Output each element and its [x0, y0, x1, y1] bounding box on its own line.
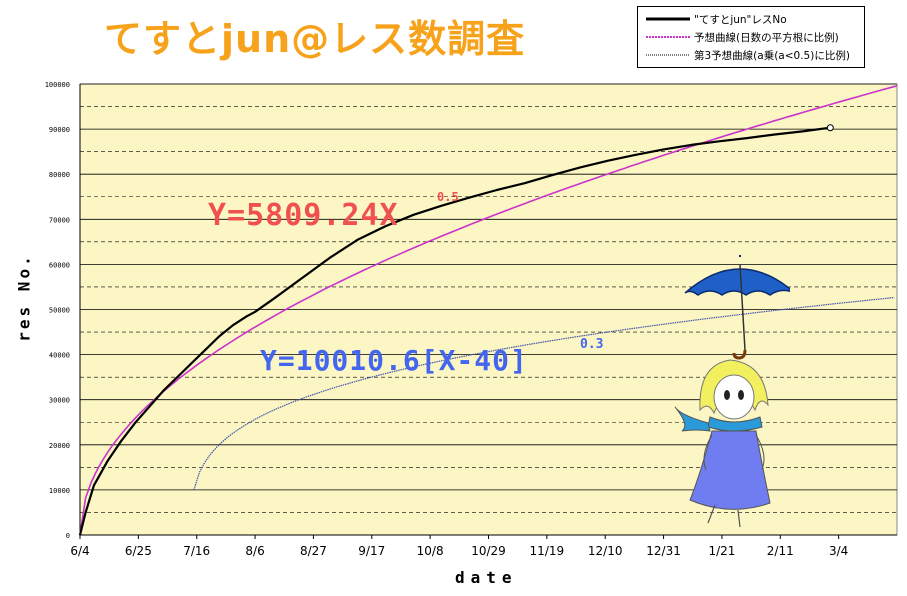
x-tick-label: 7/16 [183, 544, 210, 558]
series-actual-point [176, 376, 179, 378]
y-tick-label: 80000 [49, 171, 70, 179]
series-actual-point [551, 174, 554, 176]
legend-item-actual: "てすとjun"レスNo [646, 10, 787, 28]
series-actual-point [607, 159, 609, 162]
series-actual-point [148, 405, 151, 408]
series-actual-point [384, 225, 387, 227]
y-tick-label: 60000 [49, 261, 70, 269]
legend-item-sqrt: 予想曲線(日数の平方根に比例) [646, 28, 839, 46]
series-actual-point [634, 154, 637, 156]
equation-third: Y=10010.6[X-40] [260, 344, 528, 377]
x-tick-label: 11/19 [530, 544, 565, 558]
legend-swatch-sqrt [646, 36, 690, 38]
series-actual-point [79, 534, 81, 536]
y-tick-label: 50000 [49, 307, 70, 315]
legend-label-actual: "てすとjun"レスNo [694, 13, 787, 26]
equation-sqrt-exponent: 0.5 [437, 190, 459, 204]
x-tick-label: 2/11 [767, 544, 794, 558]
series-end-marker [826, 124, 834, 132]
x-tick-label: 1/21 [708, 544, 735, 558]
x-tick-label: 8/27 [300, 544, 327, 558]
series-actual-point [245, 315, 248, 318]
x-tick-label: 10/29 [471, 544, 506, 558]
x-tick-label: 10/8 [417, 544, 444, 558]
x-tick-label: 3/4 [829, 544, 848, 558]
series-actual-point [204, 349, 206, 351]
series-actual-point [93, 484, 95, 487]
axis-ticks: 0 10000 20000 30000 40000 50000 60000 70000 8000… [45, 81, 897, 558]
legend-label-sqrt: 予想曲線(日数の平方根に比例) [694, 31, 839, 44]
series-actual-point [662, 148, 665, 151]
series-actual-line [78, 126, 831, 536]
series-actual-point [468, 196, 470, 199]
y-tick-label: 30000 [49, 397, 70, 405]
series-actual-point [496, 189, 498, 191]
legend-item-third: 第3予想曲線(a乗(a<0.5)に比例) [646, 46, 850, 64]
series-actual-point [106, 459, 109, 462]
series-third-line [193, 296, 895, 491]
series-actual-point [134, 421, 137, 424]
x-tick-label: 12/10 [588, 544, 623, 558]
x-tick-label: 12/31 [646, 544, 681, 558]
series-actual-point [357, 238, 359, 241]
legend: "てすとjun"レスNo 予想曲線(日数の平方根に比例) 第3予想曲線(a乗(a… [637, 6, 865, 68]
y-axis-title: res No. [14, 253, 34, 342]
series-actual-point [412, 213, 415, 216]
equation-sqrt: Y=5809.24X [208, 198, 399, 233]
legend-swatch-third [646, 54, 690, 56]
mascot-with-umbrella-image [674, 255, 790, 528]
y-tick-label: 70000 [49, 216, 70, 224]
equation-third-exponent: 0.3 [580, 337, 604, 352]
series-actual-point [329, 256, 331, 259]
y-tick-label: 10000 [49, 487, 70, 495]
legend-swatch-actual [646, 17, 690, 21]
x-axis-title: date [455, 568, 518, 587]
series-actual-point [254, 310, 256, 313]
x-tick-label: 6/4 [70, 544, 89, 558]
series-actual-point [523, 182, 526, 185]
series-actual-point [273, 297, 276, 300]
series-actual-point [301, 277, 304, 279]
series-actual-point [773, 133, 776, 136]
series-actual-point [232, 324, 234, 327]
y-tick-label: 0 [66, 532, 70, 540]
legend-label-third: 第3予想曲線(a乗(a<0.5)に比例) [694, 49, 850, 62]
series-actual-point [218, 335, 220, 338]
series-actual-point [690, 144, 693, 146]
x-tick-label: 6/25 [125, 544, 152, 558]
x-tick-label: 8/6 [245, 544, 264, 558]
series-actual-point [120, 439, 123, 442]
series-actual-point [579, 166, 582, 169]
series-actual-point [801, 130, 804, 133]
y-tick-label: 40000 [49, 352, 70, 360]
series-layer [78, 85, 898, 536]
y-tick-label: 90000 [49, 126, 70, 134]
page-title: てすとjun@レス数調査 [104, 17, 526, 61]
series-actual-point [718, 140, 720, 143]
series-actual-point [84, 511, 87, 514]
series-actual-point [746, 137, 748, 139]
x-tick-label: 9/17 [358, 544, 385, 558]
series-actual-point [162, 389, 165, 392]
series-actual-point [440, 204, 443, 207]
series-sqrt-line [79, 85, 898, 536]
y-tick-label: 100000 [45, 81, 70, 89]
series-actual-point [190, 362, 192, 365]
y-tick-label: 20000 [49, 442, 70, 450]
